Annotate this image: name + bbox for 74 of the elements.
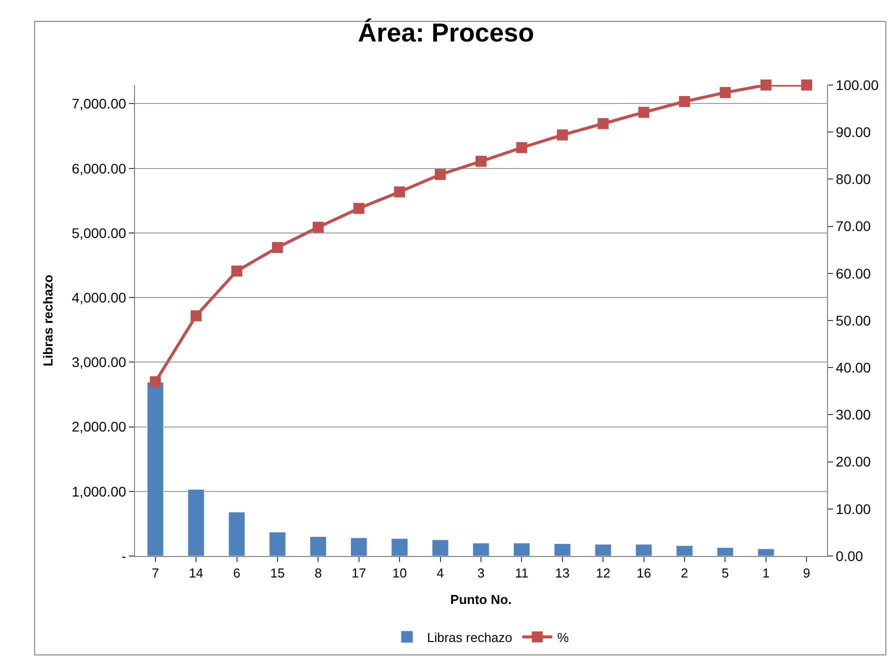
x-tick-label: 1: [762, 566, 770, 581]
bar: [188, 489, 204, 556]
point: [312, 222, 324, 233]
bar: [676, 545, 693, 556]
point: [679, 96, 690, 107]
x-tick-label: 8: [314, 566, 322, 581]
y-axis-title: Libras rechazo: [40, 274, 56, 366]
point: [272, 242, 283, 253]
point: [556, 129, 568, 140]
bar: [228, 512, 246, 556]
point: [353, 202, 364, 214]
x-tick-label: 16: [636, 566, 652, 581]
point: [638, 106, 650, 118]
y2-tick-label: 60.00: [836, 265, 872, 282]
y2-tick-label: 50.00: [836, 312, 872, 328]
y-tick-label: 3,000.00: [72, 354, 126, 370]
x-tick-label: 17: [352, 566, 366, 581]
point: [598, 118, 609, 130]
point: [801, 80, 812, 90]
bar: [269, 532, 286, 556]
point: [720, 87, 731, 98]
y2-tick-label: 20.00: [836, 454, 872, 470]
y-tick-label: 4,000.00: [72, 289, 126, 306]
x-tick-label: 4: [436, 566, 444, 581]
x-tick-label: 11: [514, 566, 528, 581]
point: [231, 266, 242, 277]
y-tick-label: 5,000.00: [72, 224, 126, 241]
point: [476, 156, 486, 167]
y-tick-label: 7,000.00: [72, 96, 126, 112]
point: [394, 186, 406, 198]
x-tick-label: 7: [152, 566, 159, 581]
chart-title: Área: Proceso: [358, 18, 534, 48]
bar: [391, 538, 408, 556]
bar: [310, 536, 327, 556]
point: [190, 310, 202, 322]
y-tick-label: 6,000.00: [72, 160, 126, 176]
bar: [554, 543, 571, 556]
bar: [758, 548, 774, 556]
bar: [432, 540, 449, 556]
legend-label: Libras rechazo: [427, 630, 512, 645]
bar: [716, 547, 734, 556]
point: [434, 168, 446, 180]
x-tick-label: 5: [722, 566, 729, 581]
point: [760, 80, 772, 90]
point: [516, 142, 528, 154]
x-tick-label: 15: [270, 566, 285, 581]
y2-tick-label: 80.00: [836, 171, 872, 188]
y-tick-label: -: [122, 548, 127, 564]
x-tick-label: 14: [188, 566, 204, 581]
y2-tick-label: 40.00: [836, 360, 872, 376]
y2-tick-label: 90.00: [836, 124, 872, 140]
x-axis-title: Punto No.: [450, 592, 512, 608]
bar: [472, 542, 490, 556]
x-tick-label: 13: [555, 566, 570, 581]
bar: [635, 544, 652, 556]
bar: [146, 382, 164, 556]
x-tick-label: 2: [680, 566, 688, 581]
x-tick-label: 10: [392, 566, 407, 581]
x-tick-label: 6: [233, 566, 240, 581]
x-tick-label: 3: [477, 566, 485, 581]
y2-tick-label: 0.00: [836, 548, 864, 564]
point: [150, 376, 161, 388]
x-tick-label: 9: [803, 566, 810, 581]
bar: [594, 544, 612, 556]
y-tick-label: 1,000.00: [72, 483, 126, 500]
y-tick-label: 2,000.00: [72, 418, 126, 435]
y2-tick-label: 100.00: [836, 76, 879, 93]
bar: [350, 538, 368, 556]
legend-label: %: [557, 630, 570, 645]
bar: [513, 542, 530, 556]
y2-tick-label: 30.00: [836, 406, 872, 423]
y2-tick-label: 10.00: [836, 500, 872, 517]
y2-tick-label: 70.00: [836, 218, 872, 234]
x-tick-label: 12: [596, 566, 610, 581]
